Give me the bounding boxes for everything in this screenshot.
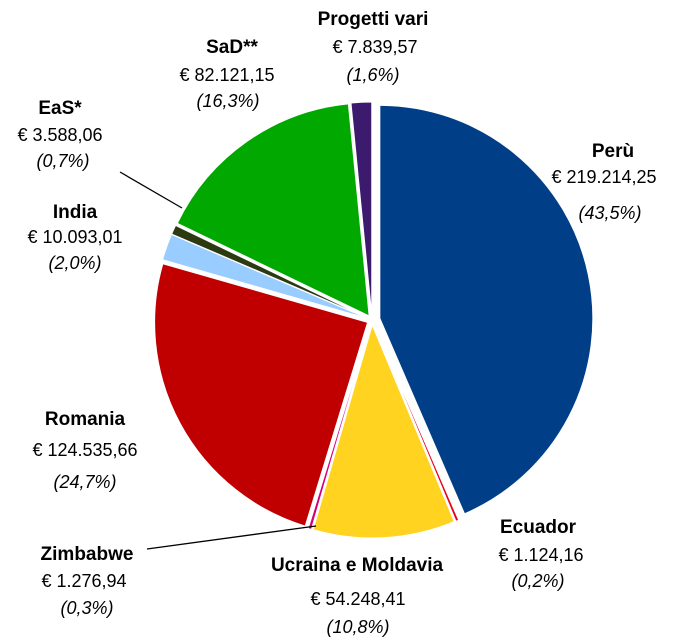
slice-percent: (0,7%) xyxy=(36,151,89,171)
slice-amount: € 1.276,94 xyxy=(41,571,126,591)
slice-amount: € 82.121,15 xyxy=(179,65,274,85)
slice-amount: € 54.248,41 xyxy=(310,589,405,609)
slice-percent: (0,3%) xyxy=(60,598,113,618)
slice-name: Perù xyxy=(592,141,634,162)
slice-name: Progetti vari xyxy=(318,9,429,30)
slice-name: India xyxy=(53,202,98,223)
pie-slice xyxy=(350,101,373,316)
slice-name: EaS* xyxy=(38,98,82,119)
slice-name: Zimbabwe xyxy=(41,544,134,565)
pie-slice xyxy=(373,324,460,522)
pie-slice xyxy=(312,323,455,539)
pie-slice xyxy=(379,104,594,515)
slice-amount: € 10.093,01 xyxy=(27,227,122,247)
slice-name: Ecuador xyxy=(500,517,577,538)
slice-percent: (1,6%) xyxy=(346,65,399,85)
slice-name: SaD** xyxy=(206,37,258,58)
slice-percent: (43,5%) xyxy=(578,203,641,223)
slice-name: Romania xyxy=(45,409,126,430)
slice-amount: € 219.214,25 xyxy=(551,167,656,187)
slice-percent: (24,7%) xyxy=(53,472,116,492)
slice-percent: (10,8%) xyxy=(326,617,389,637)
leader-line xyxy=(119,171,183,209)
slice-name: Ucraina e Moldavia xyxy=(271,555,444,576)
pie-slice xyxy=(154,263,369,527)
slice-percent: (0,2%) xyxy=(511,571,564,591)
pie-slice xyxy=(170,224,368,319)
slice-amount: € 124.535,66 xyxy=(32,440,137,460)
slice-amount: € 3.588,06 xyxy=(17,125,102,145)
slice-percent: (2,0%) xyxy=(48,253,101,273)
leader-line xyxy=(146,525,317,550)
slice-amount: € 1.124,16 xyxy=(498,545,583,565)
slice-percent: (16,3%) xyxy=(196,91,259,111)
slice-amount: € 7.839,57 xyxy=(332,37,417,57)
pie-slice xyxy=(307,324,372,531)
pie-slice xyxy=(176,103,370,317)
